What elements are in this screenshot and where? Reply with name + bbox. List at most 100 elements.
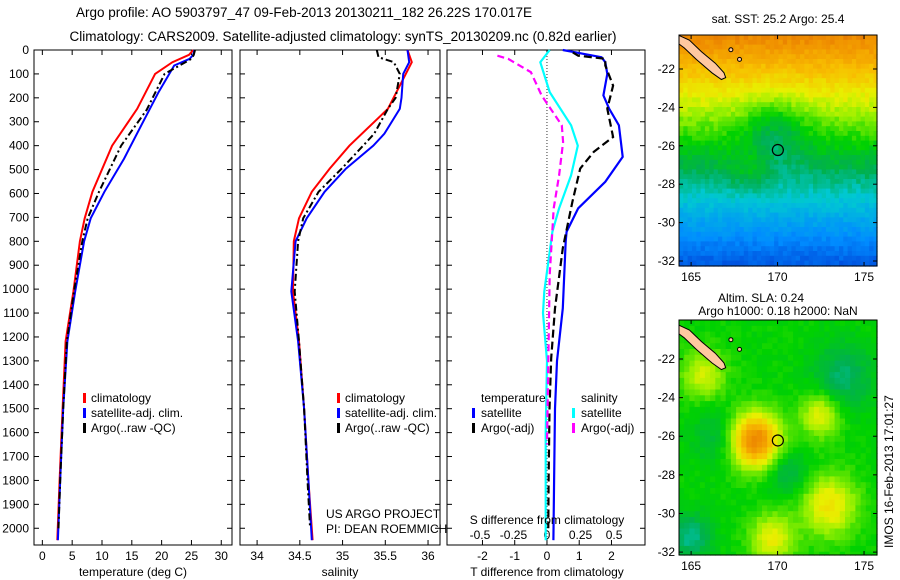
map-cell xyxy=(793,331,799,338)
map-cell xyxy=(730,193,736,199)
map-cell xyxy=(736,366,742,373)
map-cell xyxy=(800,140,805,146)
map-cell xyxy=(696,188,702,194)
map-cell xyxy=(839,251,844,257)
map-cell xyxy=(689,522,696,530)
map-cell xyxy=(710,424,716,431)
map-cell xyxy=(869,207,875,214)
map-cell xyxy=(746,395,753,402)
map-cell xyxy=(713,78,719,84)
map-cell xyxy=(830,83,836,89)
map-cell xyxy=(699,418,706,425)
map-cell xyxy=(817,39,823,46)
map-cell xyxy=(850,395,856,402)
y-tick-label: 1300 xyxy=(2,354,29,368)
map-cell xyxy=(778,174,784,180)
map-cell xyxy=(726,222,732,228)
map-cell xyxy=(756,212,762,218)
map-cell xyxy=(741,401,748,408)
map-cell xyxy=(704,92,710,98)
map-cell xyxy=(730,222,736,228)
map-cell xyxy=(795,236,801,242)
map-cell xyxy=(856,155,862,161)
map-cell xyxy=(834,389,841,396)
map-cell xyxy=(851,260,857,266)
map-cell xyxy=(736,540,742,547)
map-cell xyxy=(720,517,727,524)
map-cell xyxy=(772,395,779,402)
map-cell xyxy=(717,222,723,228)
map-cell xyxy=(813,424,820,431)
map-cell xyxy=(830,102,836,108)
map-cell xyxy=(746,534,753,541)
map-cell xyxy=(787,255,792,262)
map-cell xyxy=(730,424,737,431)
map-cell xyxy=(679,424,685,431)
map-cell xyxy=(787,126,792,132)
map-cell xyxy=(717,35,723,41)
map-cell xyxy=(843,227,849,233)
map-cell xyxy=(798,476,805,483)
x-tick-label: 1 xyxy=(576,549,583,563)
map-cell xyxy=(873,44,878,50)
map-cell xyxy=(772,354,779,362)
map-cell xyxy=(730,83,736,89)
map-cell xyxy=(834,126,840,132)
map-cell xyxy=(774,107,779,113)
map-cell xyxy=(798,320,805,327)
map-cell xyxy=(696,246,702,252)
map-cell xyxy=(725,412,732,420)
map-cell xyxy=(869,217,875,223)
map-cell xyxy=(847,121,853,127)
map-cell xyxy=(864,97,870,103)
map-cell xyxy=(774,102,779,108)
map-cell xyxy=(860,366,867,373)
map-cell xyxy=(761,39,766,46)
map-cell xyxy=(720,349,727,356)
map-cell xyxy=(845,418,851,425)
map-cell xyxy=(746,377,753,385)
map-cell xyxy=(793,505,799,512)
map-cell xyxy=(772,540,779,547)
map-cell xyxy=(769,174,775,180)
map-cell xyxy=(804,68,810,74)
map-cell xyxy=(704,222,710,228)
map-cell xyxy=(756,395,763,402)
map-cell xyxy=(778,126,784,132)
map-cell xyxy=(791,49,797,55)
map-cell xyxy=(709,179,715,185)
map-cell xyxy=(804,198,810,204)
map-cell xyxy=(762,517,768,524)
map-cell xyxy=(839,447,846,454)
map-cell xyxy=(777,459,784,466)
map-cell xyxy=(860,459,867,466)
map-cell xyxy=(813,255,818,262)
map-cell xyxy=(865,331,872,338)
map-cell xyxy=(864,207,870,214)
legend-label: Argo(..raw -QC) xyxy=(345,421,430,435)
map-cell xyxy=(774,35,779,41)
map-cell xyxy=(808,418,815,425)
map-cell xyxy=(843,260,849,266)
map-cell xyxy=(683,188,689,194)
map-cell xyxy=(741,441,748,449)
map-cell xyxy=(821,188,827,194)
map-cell xyxy=(787,540,794,547)
map-cell xyxy=(845,360,851,367)
map-cell xyxy=(696,251,702,257)
map-cell xyxy=(726,193,732,199)
map-cell xyxy=(774,260,779,266)
map-cell xyxy=(843,164,849,170)
map-cell xyxy=(774,150,779,156)
map-cell xyxy=(756,87,762,94)
map-cell xyxy=(787,44,792,50)
legend-swatch-argo xyxy=(337,423,340,433)
t-difference-xlabel: T difference from climatology xyxy=(470,565,624,579)
map-cell xyxy=(826,241,831,247)
map-cell xyxy=(761,227,766,233)
map-cell xyxy=(730,540,737,547)
map-cell xyxy=(756,366,763,373)
map-cell xyxy=(696,174,702,180)
map-cell xyxy=(803,343,810,350)
map-cell xyxy=(704,545,711,553)
